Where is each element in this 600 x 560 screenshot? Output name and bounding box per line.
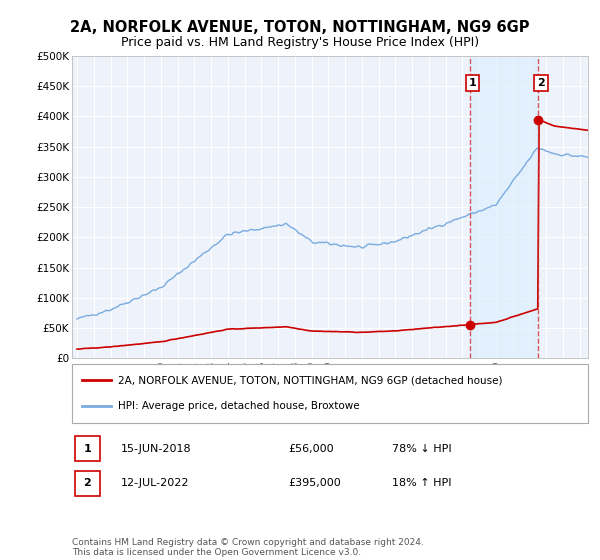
- Text: £395,000: £395,000: [289, 478, 341, 488]
- Text: HPI: Average price, detached house, Broxtowe: HPI: Average price, detached house, Brox…: [118, 402, 360, 412]
- Text: Price paid vs. HM Land Registry's House Price Index (HPI): Price paid vs. HM Land Registry's House …: [121, 36, 479, 49]
- Bar: [470, 56, 538, 358]
- Text: 1: 1: [83, 444, 91, 454]
- Text: £56,000: £56,000: [289, 444, 334, 454]
- Text: 2: 2: [537, 78, 545, 88]
- Text: Contains HM Land Registry data © Crown copyright and database right 2024.
This d: Contains HM Land Registry data © Crown c…: [72, 538, 424, 557]
- Text: 18% ↑ HPI: 18% ↑ HPI: [392, 478, 451, 488]
- Text: 12-JUL-2022: 12-JUL-2022: [121, 478, 190, 488]
- Text: 15-JUN-2018: 15-JUN-2018: [121, 444, 191, 454]
- Text: 78% ↓ HPI: 78% ↓ HPI: [392, 444, 452, 454]
- Text: 1: 1: [469, 78, 476, 88]
- Bar: [74, 471, 100, 496]
- Text: 2A, NORFOLK AVENUE, TOTON, NOTTINGHAM, NG9 6GP: 2A, NORFOLK AVENUE, TOTON, NOTTINGHAM, N…: [70, 20, 530, 35]
- Text: 2: 2: [83, 478, 91, 488]
- Bar: [74, 436, 100, 461]
- Text: 2A, NORFOLK AVENUE, TOTON, NOTTINGHAM, NG9 6GP (detached house): 2A, NORFOLK AVENUE, TOTON, NOTTINGHAM, N…: [118, 375, 503, 385]
